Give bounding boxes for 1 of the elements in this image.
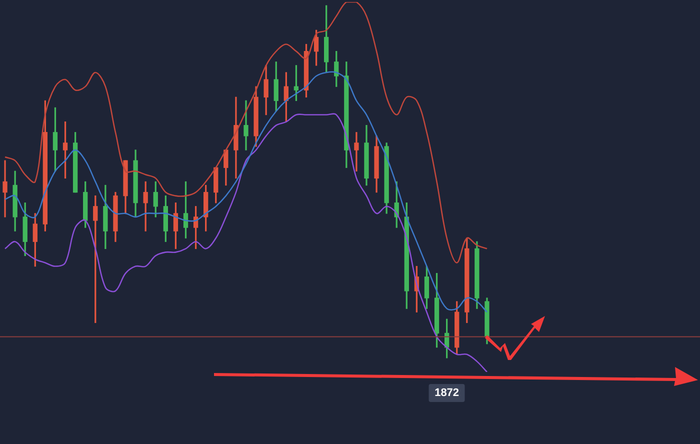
text: 1872 — [428, 384, 466, 402]
